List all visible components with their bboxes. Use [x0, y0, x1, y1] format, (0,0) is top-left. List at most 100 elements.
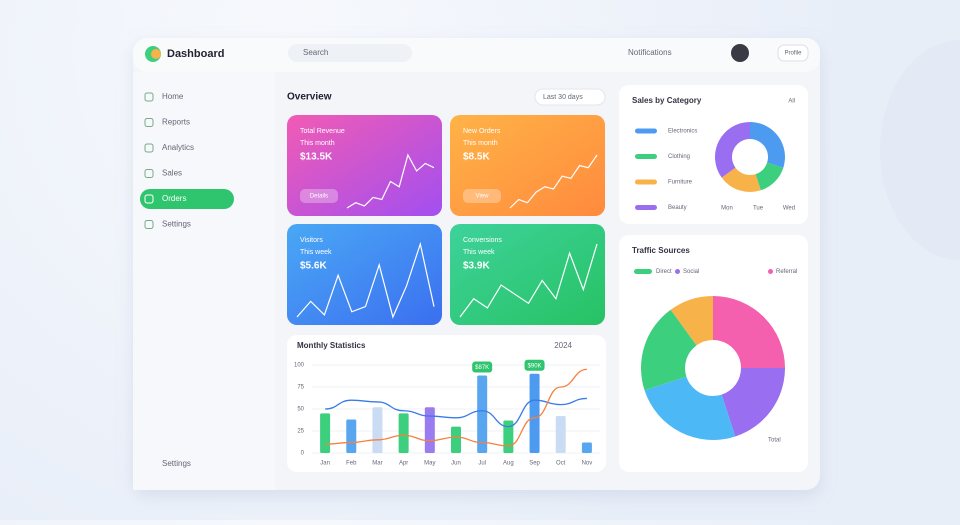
slice	[721, 167, 761, 192]
bar	[372, 407, 383, 453]
card-button-label: Details	[310, 194, 328, 200]
x-tick-label: Aug	[503, 461, 514, 467]
nav-item[interactable]: Analytics	[162, 143, 194, 152]
nav-icon	[144, 92, 154, 102]
bar	[320, 413, 331, 453]
logo	[151, 49, 161, 59]
slice	[713, 296, 785, 368]
sidebar-footer[interactable]: Settings	[162, 459, 191, 468]
profile-button[interactable]	[777, 44, 809, 62]
card-button[interactable]	[300, 189, 338, 203]
header-menu[interactable]: Notifications	[628, 48, 672, 57]
donut-footer: Mon	[721, 206, 733, 212]
legend-swatch	[675, 269, 680, 274]
legend-label: Direct	[656, 269, 672, 275]
y-tick-label: 50	[297, 407, 304, 413]
x-tick-label: Jan	[320, 461, 330, 467]
bar	[529, 373, 540, 453]
avatar[interactable]	[731, 44, 749, 62]
card-sub: This week	[300, 249, 332, 256]
legend-label: Beauty	[668, 205, 687, 211]
x-tick-label: Jul	[478, 461, 486, 467]
profile-label: Profile	[784, 51, 802, 57]
nav-icon	[144, 118, 154, 127]
stat-card	[450, 115, 605, 216]
card-value: $3.9K	[463, 261, 490, 272]
x-tick-label: Mar	[372, 461, 382, 467]
chart-title: Monthly Statistics	[297, 341, 366, 350]
bar	[477, 375, 488, 453]
annotation-badge	[524, 359, 545, 371]
card-value: $13.5K	[300, 152, 333, 163]
search-box[interactable]	[288, 44, 412, 62]
nav-item[interactable]: Reports	[162, 118, 190, 127]
card-sub: This week	[463, 249, 495, 256]
line-series	[325, 397, 587, 428]
legend-label: Electronics	[668, 129, 697, 135]
bar	[581, 442, 592, 453]
nav-item[interactable]: Settings	[162, 220, 191, 229]
panel-title: Traffic Sources	[632, 246, 690, 255]
legend-swatch	[635, 205, 657, 210]
sidebar	[133, 72, 275, 490]
bar	[398, 413, 409, 453]
filter[interactable]	[534, 88, 606, 106]
y-tick-label: 75	[297, 385, 304, 391]
legend-label: Clothing	[668, 154, 690, 160]
decor	[880, 40, 960, 260]
legend-label: Referral	[776, 269, 797, 275]
legend-swatch	[635, 179, 657, 185]
x-tick-label: May	[424, 461, 435, 467]
stat-card	[287, 224, 442, 325]
donut-footer: Wed	[783, 206, 795, 212]
section-title: Overview	[287, 92, 332, 103]
y-tick-label: 25	[297, 429, 304, 435]
bar	[346, 419, 357, 453]
x-tick-label: Feb	[346, 461, 357, 467]
stat-card	[287, 115, 442, 216]
card-value: $8.5K	[463, 152, 490, 163]
nav-icon	[144, 194, 154, 204]
x-tick-label: Oct	[556, 461, 566, 467]
y-tick-label: 0	[301, 451, 305, 457]
nav-item[interactable]: Home	[162, 92, 184, 101]
legend-swatch	[635, 154, 657, 159]
annotation: $90K	[528, 363, 542, 369]
card-sub: This month	[463, 140, 498, 147]
chart-legend: 2024	[554, 341, 572, 350]
search-placeholder: Search	[303, 48, 328, 57]
slice	[755, 162, 784, 191]
legend-swatch	[635, 128, 657, 134]
card-label: Visitors	[300, 237, 323, 244]
legend-swatch	[768, 269, 773, 274]
line-series	[325, 368, 587, 447]
card-button[interactable]	[463, 189, 501, 203]
bar	[555, 416, 566, 453]
bar	[503, 420, 514, 453]
slice	[640, 309, 697, 391]
panel-corner: All	[788, 99, 795, 105]
x-tick-label: Apr	[399, 461, 408, 467]
bar	[451, 426, 461, 453]
nav-active	[140, 189, 234, 209]
y-tick-label: 100	[294, 363, 305, 369]
annotation-badge	[472, 361, 493, 373]
sparkline	[346, 153, 435, 209]
nav-icon	[144, 143, 154, 153]
annotation: $87K	[475, 365, 489, 371]
card-button-label: View	[476, 194, 490, 200]
nav-item[interactable]: Sales	[162, 169, 182, 178]
stat-card	[450, 224, 605, 325]
header	[133, 38, 820, 72]
slice	[750, 122, 785, 168]
slice	[644, 376, 736, 440]
bar	[424, 407, 435, 453]
x-tick-label: Jun	[451, 461, 461, 467]
nav-item[interactable]: Orders	[162, 194, 186, 203]
legend-label: Furniture	[668, 180, 693, 186]
brand: Dashboard	[167, 48, 224, 60]
sparkline	[459, 243, 598, 318]
card-value: $5.6K	[300, 261, 327, 272]
